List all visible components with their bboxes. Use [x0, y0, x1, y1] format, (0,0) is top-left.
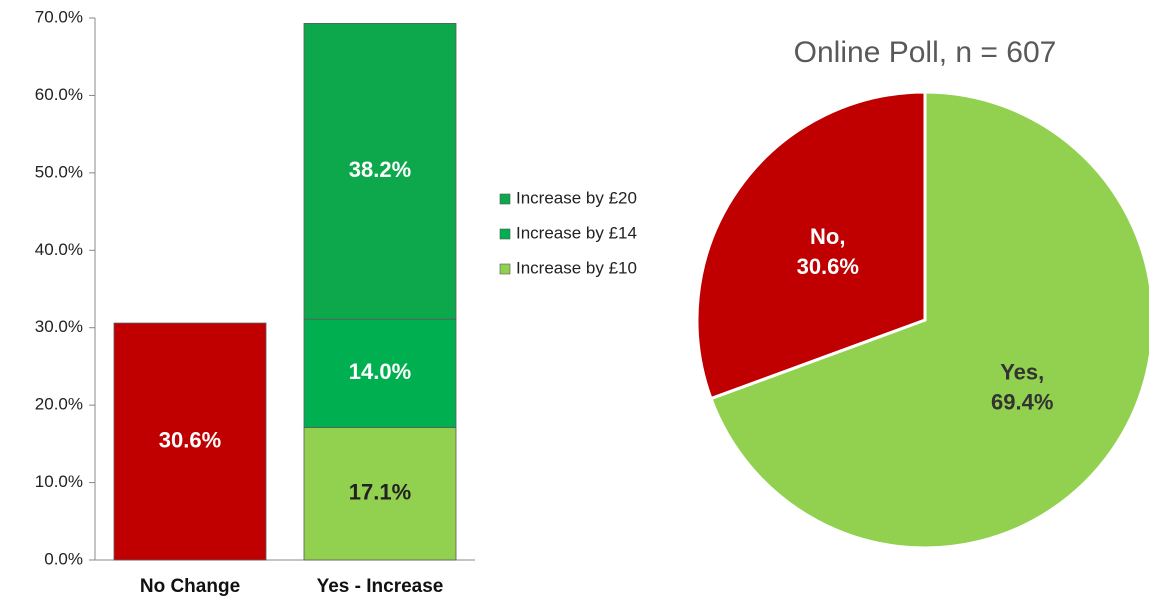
bar-segment: [303, 23, 457, 320]
x-tick-label: Yes - Increase: [317, 576, 444, 597]
bar-segment: [303, 427, 457, 561]
x-tick-label: No Change: [140, 576, 240, 597]
pie-slice: [709, 90, 1149, 550]
slice-label: Yes,: [1000, 360, 1044, 385]
slice-label: No,: [810, 224, 845, 249]
pie-slice: [695, 90, 927, 401]
y-tick-label: 50.0%: [35, 162, 83, 181]
chart-title: Online Poll, n = 607: [794, 36, 1057, 69]
slice-value-label: 30.6%: [797, 254, 859, 279]
data-label: 14.0%: [349, 359, 411, 384]
y-tick-label: 40.0%: [35, 240, 83, 259]
legend-label: Increase by £14: [516, 223, 637, 242]
legend-swatch: [499, 228, 511, 240]
legend-swatch: [499, 263, 511, 275]
slice-value-label: 69.4%: [991, 390, 1053, 415]
bar-segment: [113, 322, 267, 561]
bar-segment: [303, 318, 457, 428]
y-tick-label: 30.0%: [35, 317, 83, 336]
legend-label: Increase by £20: [516, 188, 637, 207]
data-label: 30.6%: [159, 427, 221, 452]
y-tick-label: 60.0%: [35, 85, 83, 104]
data-label: 17.1%: [349, 480, 411, 505]
data-label: 38.2%: [349, 157, 411, 182]
y-tick-label: 70.0%: [35, 7, 83, 26]
legend-label: Increase by £10: [516, 258, 637, 277]
y-tick-label: 0.0%: [44, 549, 83, 568]
legend-swatch: [499, 193, 511, 205]
y-tick-label: 10.0%: [35, 472, 83, 491]
y-tick-label: 20.0%: [35, 395, 83, 414]
